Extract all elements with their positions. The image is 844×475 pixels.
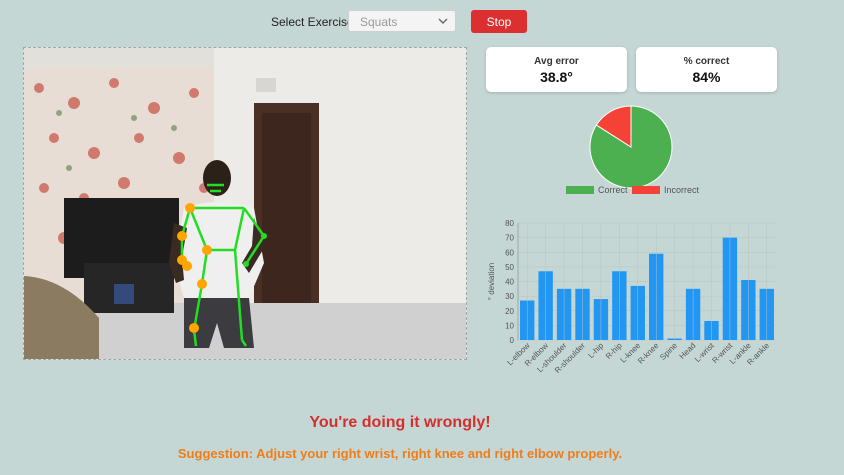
exercise-select[interactable]: Squats bbox=[348, 10, 456, 32]
legend-swatch-correct bbox=[566, 186, 594, 194]
status-message: You're doing it wrongly! bbox=[309, 414, 491, 431]
pose-joints bbox=[177, 203, 212, 333]
legend-swatch-incorrect bbox=[632, 186, 660, 194]
y-axis-label: ° deviation bbox=[487, 263, 496, 300]
x-tick-label: Spine bbox=[658, 341, 679, 362]
legend-incorrect: Incorrect bbox=[632, 185, 699, 195]
y-tick-label: 0 bbox=[510, 336, 515, 345]
avg-error-label: Avg error bbox=[534, 56, 579, 67]
control-bar: Select Exercise: Squats Stop bbox=[0, 10, 844, 34]
y-tick-label: 10 bbox=[505, 321, 514, 330]
exercise-select-label: Select Exercise: bbox=[271, 15, 358, 29]
correctness-pie-chart bbox=[588, 104, 674, 190]
pie-slice-incorrect bbox=[595, 105, 632, 148]
legend-correct: Correct bbox=[566, 185, 628, 195]
x-tick-label: R-knee bbox=[636, 341, 661, 366]
exercise-select-value: Squats bbox=[360, 15, 398, 29]
pct-correct-label: % correct bbox=[683, 56, 730, 67]
camera-frame bbox=[24, 48, 466, 359]
x-tick-label: L-hip bbox=[586, 341, 605, 360]
pct-correct-value: 84% bbox=[692, 69, 721, 85]
avg-error-card: Avg error 38.8° bbox=[486, 47, 627, 92]
chevron-down-icon bbox=[438, 18, 448, 24]
y-tick-label: 80 bbox=[505, 219, 514, 228]
suggestion-message: Suggestion: Adjust your right wrist, rig… bbox=[177, 446, 623, 461]
y-tick-label: 70 bbox=[505, 234, 514, 243]
y-tick-label: 60 bbox=[505, 248, 514, 257]
legend-label-incorrect: Incorrect bbox=[664, 185, 700, 195]
y-tick-label: 50 bbox=[505, 263, 514, 272]
pct-correct-card: % correct 84% bbox=[636, 47, 777, 92]
joint-deviation-bar-chart: 0 10 20 30 40 50 60 70 80 ° deviation L-elbow R-elb… bbox=[484, 214, 780, 384]
y-tick-label: 40 bbox=[505, 278, 514, 287]
avg-error-value: 38.8° bbox=[540, 69, 573, 85]
y-tick-label: 20 bbox=[505, 307, 514, 316]
legend-label-correct: Correct bbox=[598, 185, 628, 195]
pose-skeleton bbox=[180, 183, 266, 347]
camera-feed bbox=[23, 47, 467, 360]
y-tick-label: 30 bbox=[505, 292, 514, 301]
stop-button[interactable]: Stop bbox=[471, 10, 527, 33]
